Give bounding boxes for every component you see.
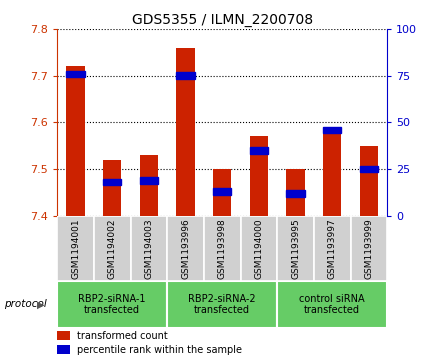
Bar	[66, 66, 85, 216]
Bar	[167, 216, 204, 281]
Text: GSM1193997: GSM1193997	[328, 218, 337, 279]
Text: ▶: ▶	[37, 299, 45, 309]
Bar	[213, 188, 231, 195]
Text: GSM1193995: GSM1193995	[291, 218, 300, 279]
Bar	[286, 169, 305, 216]
Bar	[103, 160, 121, 216]
Bar	[204, 216, 241, 281]
Bar	[241, 216, 277, 281]
Bar	[314, 216, 351, 281]
Bar	[250, 136, 268, 216]
Text: GSM1194000: GSM1194000	[254, 218, 264, 279]
Bar	[140, 155, 158, 216]
Text: RBP2-siRNA-1
transfected: RBP2-siRNA-1 transfected	[78, 294, 146, 315]
Bar	[176, 73, 194, 79]
Text: percentile rank within the sample: percentile rank within the sample	[77, 344, 242, 355]
Bar	[286, 190, 305, 197]
Bar	[140, 177, 158, 184]
Text: GSM1194003: GSM1194003	[144, 218, 154, 279]
Bar	[57, 216, 94, 281]
Text: protocol: protocol	[4, 299, 47, 309]
Bar	[57, 331, 70, 340]
Bar	[360, 166, 378, 172]
Bar	[57, 344, 70, 354]
Title: GDS5355 / ILMN_2200708: GDS5355 / ILMN_2200708	[132, 13, 313, 26]
Text: control siRNA
transfected: control siRNA transfected	[299, 294, 365, 315]
Bar	[250, 147, 268, 154]
Bar	[323, 127, 341, 216]
Bar	[57, 281, 167, 328]
Text: GSM1193996: GSM1193996	[181, 218, 190, 279]
Bar	[277, 281, 387, 328]
Text: GSM1193998: GSM1193998	[218, 218, 227, 279]
Text: GSM1194001: GSM1194001	[71, 218, 80, 279]
Text: transformed count: transformed count	[77, 331, 168, 340]
Bar	[351, 216, 387, 281]
Bar	[176, 48, 194, 216]
Bar	[167, 281, 277, 328]
Bar	[277, 216, 314, 281]
Bar	[131, 216, 167, 281]
Text: GSM1194002: GSM1194002	[108, 218, 117, 279]
Bar	[94, 216, 131, 281]
Text: GSM1193999: GSM1193999	[364, 218, 374, 279]
Bar	[103, 179, 121, 185]
Bar	[323, 127, 341, 133]
Bar	[213, 169, 231, 216]
Text: RBP2-siRNA-2
transfected: RBP2-siRNA-2 transfected	[188, 294, 256, 315]
Bar	[360, 146, 378, 216]
Bar	[66, 70, 85, 77]
